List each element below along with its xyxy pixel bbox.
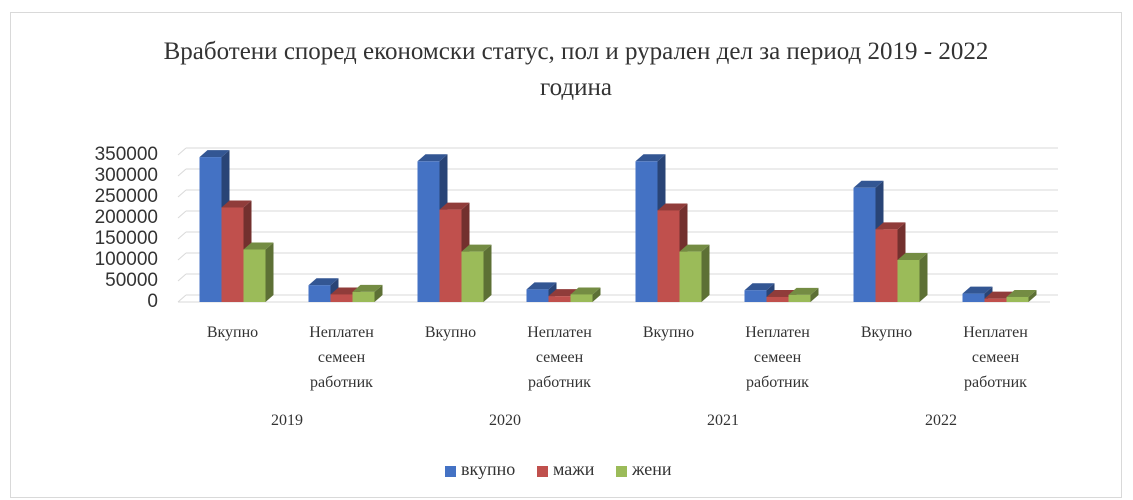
- bar: [1006, 296, 1029, 302]
- group-label: 2019: [271, 412, 303, 429]
- bar: [439, 209, 462, 302]
- x-tick-label: Неплатен семеен работник: [745, 324, 810, 391]
- bar-side: [919, 253, 928, 302]
- legend-label: жени: [632, 459, 672, 479]
- bar: [330, 294, 353, 302]
- legend-swatch: [616, 466, 627, 477]
- group-label: 2021: [707, 412, 739, 429]
- bar: [766, 296, 789, 302]
- bar-top: [788, 287, 819, 295]
- bar-top: [657, 203, 688, 211]
- bar: [897, 260, 920, 302]
- bar-side: [1028, 289, 1037, 302]
- group-label: 2022: [925, 412, 957, 429]
- bar-side: [592, 287, 601, 302]
- bar: [984, 298, 1007, 302]
- legend-label: вкупно: [461, 459, 516, 479]
- bar-top: [1006, 289, 1037, 297]
- bar: [679, 251, 702, 302]
- bar-side: [483, 244, 492, 302]
- x-tick-label: Неплатен семеен работник: [309, 324, 374, 391]
- grid-line-side: [177, 294, 187, 303]
- bar: [352, 291, 375, 302]
- bar: [308, 285, 331, 302]
- y-tick-label: 150000: [95, 228, 158, 249]
- bar: [635, 161, 658, 302]
- bar: [657, 210, 680, 302]
- bar: [461, 251, 484, 302]
- bar-top: [199, 150, 230, 158]
- bar-top: [853, 180, 884, 188]
- bar-side: [701, 244, 710, 302]
- grid-line-side: [177, 231, 187, 240]
- bar: [221, 207, 244, 302]
- grid-line-side: [177, 147, 187, 156]
- bar-top: [635, 154, 666, 162]
- grid-line-side: [177, 189, 187, 198]
- bar-top: [526, 282, 557, 290]
- legend-label: мажи: [553, 459, 595, 479]
- bar-top: [221, 200, 252, 208]
- grid-line-side: [177, 210, 187, 219]
- x-tick-label: Вкупно: [860, 324, 913, 341]
- bar: [570, 294, 593, 302]
- bar: [199, 157, 222, 302]
- y-tick-label: 300000: [95, 165, 158, 186]
- bar: [417, 161, 440, 302]
- legend-swatch: [445, 466, 456, 477]
- y-tick-label: 250000: [95, 186, 158, 207]
- bar-side: [265, 242, 274, 302]
- x-tick-label: Вкупно: [424, 324, 477, 341]
- bar: [853, 187, 876, 302]
- grid-line-side: [177, 168, 187, 177]
- bar: [744, 290, 767, 302]
- y-tick-label: 200000: [95, 207, 158, 228]
- y-tick-label: 350000: [95, 144, 158, 165]
- bar: [526, 289, 549, 302]
- bar-side: [810, 287, 819, 302]
- bar-top: [461, 244, 492, 252]
- x-tick-label: Вкупно: [206, 324, 259, 341]
- bar-top: [417, 154, 448, 162]
- bar: [875, 229, 898, 302]
- y-tick-label: 0: [147, 291, 158, 312]
- x-tick-label: Вкупно: [642, 324, 695, 341]
- x-tick-label: Неплатен семеен работник: [963, 324, 1028, 391]
- bar-side: [374, 284, 383, 302]
- bar-top: [439, 202, 470, 210]
- bar-top: [875, 222, 906, 230]
- chart-title: Вработени според економски статус, пол и…: [163, 38, 989, 101]
- bar-top: [897, 253, 928, 260]
- bar: [788, 294, 811, 302]
- bar: [243, 249, 266, 302]
- bar: [962, 293, 985, 302]
- grid-line-side: [177, 273, 187, 282]
- x-tick-label: Неплатен семеен работник: [527, 324, 592, 391]
- legend-swatch: [537, 466, 548, 477]
- bar-top: [352, 284, 383, 292]
- bar-top: [679, 244, 710, 252]
- bar: [548, 296, 571, 302]
- grid-line-side: [177, 252, 187, 261]
- y-tick-label: 50000: [105, 270, 158, 291]
- group-label: 2020: [489, 412, 521, 429]
- bar-top: [744, 283, 775, 291]
- chart-frame: [10, 12, 1122, 498]
- y-tick-label: 100000: [95, 249, 158, 270]
- bar-top: [308, 278, 339, 286]
- bar-top: [570, 287, 601, 295]
- bar-top: [962, 286, 993, 294]
- bar-top: [243, 242, 274, 250]
